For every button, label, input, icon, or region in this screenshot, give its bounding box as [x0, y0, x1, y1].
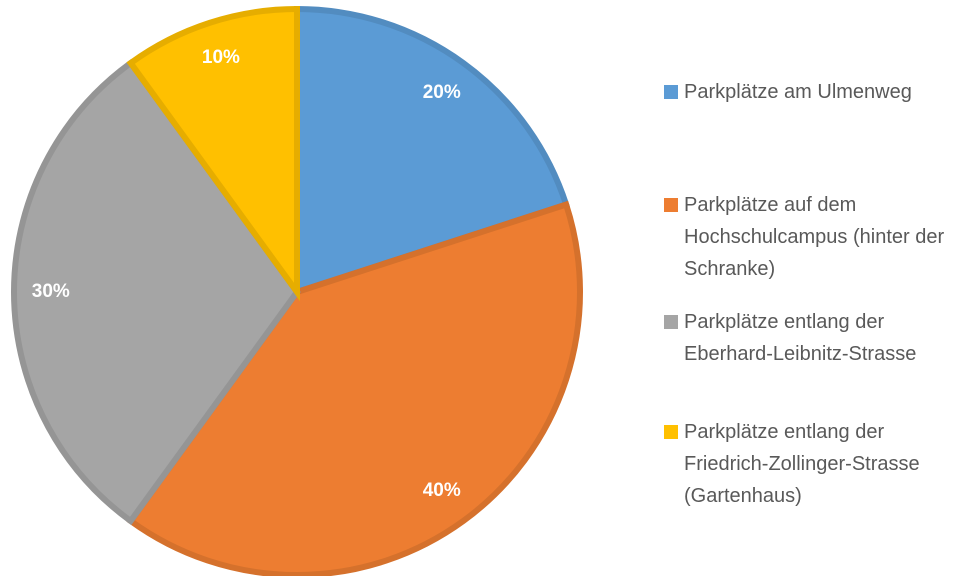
data-label: 10% — [202, 47, 240, 68]
pie-slice — [294, 5, 570, 297]
legend-entry: Parkplätze am Ulmenweg — [664, 76, 970, 108]
pie-area: 20% 40% 30% 10% — [11, 5, 583, 576]
legend-label: Parkplätze entlang der Eberhard-Leibnitz… — [684, 311, 917, 365]
data-label: 30% — [32, 281, 70, 302]
pie-slice — [126, 200, 583, 576]
pie-slice — [126, 5, 300, 302]
data-label: 40% — [423, 480, 461, 501]
legend-entry: Parkplätze entlang der Eberhard-Leibnitz… — [664, 306, 970, 370]
legend-entry: Parkplätze auf dem Hochschulcampus (hint… — [664, 189, 970, 285]
legend-label: Parkplätze am Ulmenweg — [684, 81, 912, 103]
legend-swatch — [664, 315, 678, 329]
legend-label: Parkplätze entlang der Friedrich-Zolling… — [684, 421, 920, 507]
legend-label: Parkplätze auf dem Hochschulcampus (hint… — [684, 194, 945, 280]
legend-swatch — [664, 85, 678, 99]
data-label: 20% — [423, 82, 461, 103]
legend-swatch — [664, 198, 678, 212]
legend-entry: Parkplätze entlang der Friedrich-Zolling… — [664, 416, 970, 512]
legend-swatch — [664, 425, 678, 439]
pie-slice — [11, 58, 301, 526]
